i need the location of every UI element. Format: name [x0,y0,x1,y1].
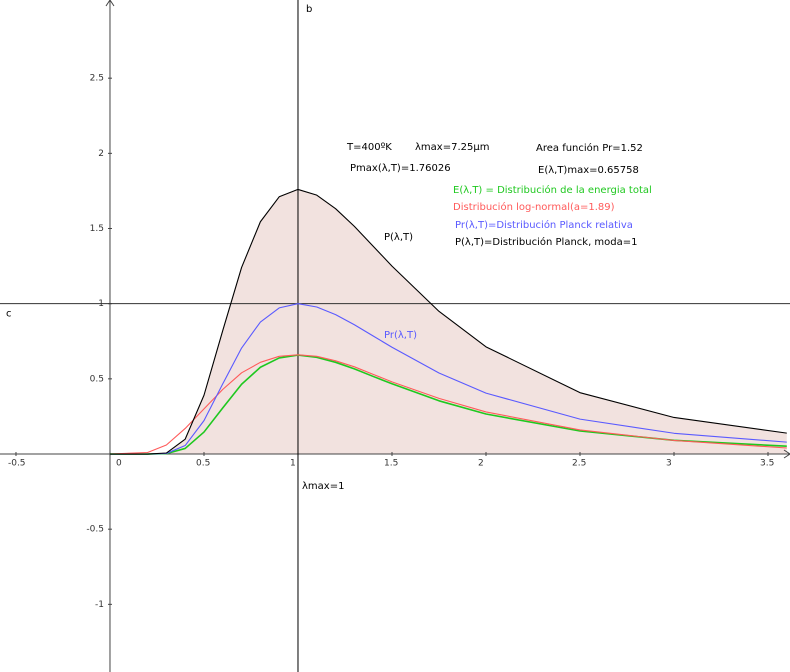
x-tick-label: 3.5 [760,459,774,469]
y-tick-label: 2.5 [90,74,104,84]
x-tick-label: 0 [116,459,122,469]
legend-entry: Distribución log-normal(a=1.89) [453,201,615,213]
x-axis-arrow [783,449,790,459]
line-label: λmax=1 [302,481,344,492]
info-text: Pmax(λ,T)=1.76026 [350,163,451,174]
x-tick-label: 1 [290,459,296,469]
legend-entry: P(λ,T)=Distribución Planck, moda=1 [455,236,638,248]
curve [109,188,787,455]
y-tick-label: -0.5 [86,525,104,535]
x-tick-label: -0.5 [8,459,26,469]
info-text: E(λ,T)max=0.65758 [538,165,639,176]
info-text: λmax=7.25µm [415,142,489,153]
x-tick-label: 1.5 [384,459,398,469]
legend-entry: E(λ,T) = Distribución de la energia tota… [453,184,652,196]
y-tick-label: 1.5 [90,224,104,234]
curve [109,354,787,455]
curve-label: Pr(λ,T) [384,330,417,341]
y-tick-label: -1 [95,600,104,610]
info-text: T=400ºK [346,142,392,153]
x-tick-label: 3 [666,459,672,469]
legend-entry: Pr(λ,T)=Distribución Planck relativa [455,219,633,231]
x-tick-label: 0.5 [196,459,210,469]
curve [109,303,787,455]
y-axis-arrow [105,0,115,7]
area-fill [109,189,787,455]
y-tick-label: 0.5 [90,374,104,384]
curve-label: P(λ,T) [384,232,413,243]
y-tick-label: 2 [98,149,104,159]
line-label: c [6,309,12,320]
info-text: Area función Pr=1.52 [536,142,643,154]
line-label: b [306,4,312,15]
x-tick-label: 2 [478,459,484,469]
curve [109,354,787,455]
x-tick-label: 2.5 [572,459,586,469]
